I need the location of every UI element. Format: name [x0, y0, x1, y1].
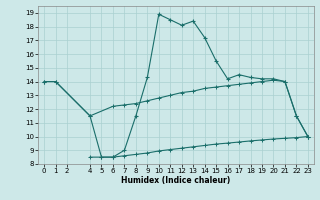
X-axis label: Humidex (Indice chaleur): Humidex (Indice chaleur) — [121, 176, 231, 185]
